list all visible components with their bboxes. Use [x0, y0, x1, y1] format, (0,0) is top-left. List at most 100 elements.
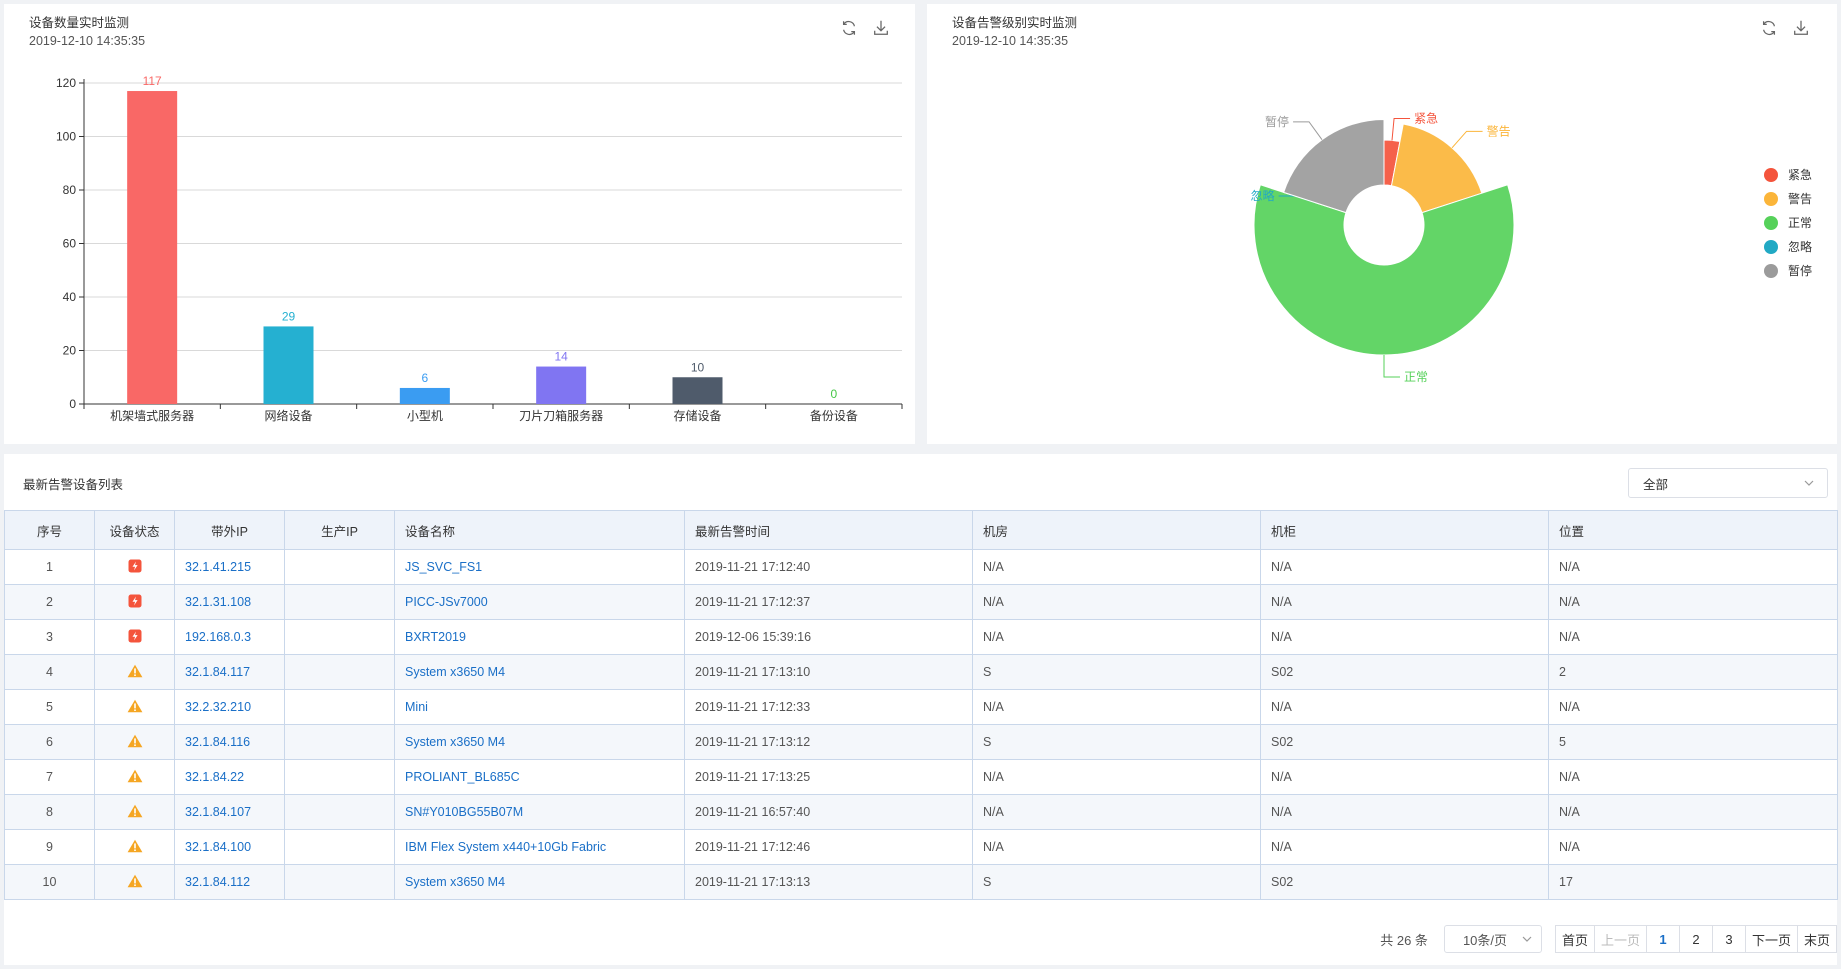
device-name-link[interactable]: System x3650 M4 — [405, 875, 506, 889]
oob-ip-link[interactable]: 32.1.84.22 — [185, 770, 245, 784]
table-row[interactable]: 1 32.1.41.215 JS_SVC_FS1 2019-11-21 17:12:4… — [4, 549, 1838, 585]
next-page-button[interactable]: 下一页 — [1744, 925, 1798, 953]
device-name-link[interactable]: JS_SVC_FS1 — [405, 560, 483, 574]
refresh-icon[interactable] — [1759, 18, 1779, 38]
oob-ip-link[interactable]: 32.1.84.116 — [185, 735, 251, 749]
page-button-2[interactable]: 2 — [1678, 925, 1713, 953]
pie-slice[interactable] — [1390, 123, 1483, 214]
cell-status — [94, 794, 175, 830]
column-header-prod-ip[interactable]: 生产IP — [284, 510, 395, 550]
legend-item[interactable]: 正常 — [1764, 216, 1812, 230]
legend-item[interactable]: 忽略 — [1764, 239, 1812, 254]
bar[interactable] — [672, 377, 723, 404]
cell-cabinet: N/A — [1260, 549, 1549, 585]
cell-no: 2 — [4, 584, 95, 620]
column-header-position[interactable]: 位置 — [1548, 510, 1838, 550]
table-header-row: 序号 设备状态 带外IP 生产IP 设备名称 最新告警时间 机房 机柜 位置 — [4, 510, 1838, 550]
cell-no: 9 — [4, 829, 95, 865]
device-name-link[interactable]: System x3650 M4 — [405, 735, 506, 749]
column-header-oob-ip[interactable]: 带外IP — [174, 510, 285, 550]
oob-ip-link[interactable]: 32.1.84.100 — [185, 840, 252, 854]
oob-ip-link[interactable]: 192.168.0.3 — [185, 630, 252, 644]
table-row[interactable]: 10 32.1.84.112 System x3650 M4 2019-11-21 1… — [4, 864, 1838, 900]
cell-no: 1 — [4, 549, 95, 585]
oob-ip-link[interactable]: 32.1.84.117 — [185, 665, 251, 679]
cell-prod-ip — [284, 689, 395, 725]
cell-no: 3 — [4, 619, 95, 655]
download-icon[interactable] — [1791, 18, 1811, 38]
lightning-badge-icon — [128, 629, 142, 643]
cell-prod-ip — [284, 794, 395, 830]
alarm-device-table: 序号 设备状态 带外IP 生产IP 设备名称 最新告警时间 机房 机柜 位置 1… — [4, 510, 1838, 900]
bar[interactable] — [536, 366, 587, 404]
oob-ip-link[interactable]: 32.2.32.210 — [185, 700, 252, 714]
cell-no: 7 — [4, 759, 95, 795]
table-row[interactable]: 9 32.1.84.100 IBM Flex System x440+10Gb Fa… — [4, 829, 1838, 865]
table-row[interactable]: 4 32.1.84.117 System x3650 M4 2019-11-21 17… — [4, 654, 1838, 690]
legend-item[interactable]: 紧急 — [1764, 167, 1812, 182]
oob-ip-link[interactable]: 32.1.84.107 — [185, 805, 252, 819]
table-row[interactable]: 5 32.2.32.210 Mini 2019-11-21 17:12:33 N/A N/… — [4, 689, 1838, 725]
page-button-1[interactable]: 1 — [1645, 925, 1680, 953]
status-filter-select[interactable]: 全部 — [1628, 468, 1828, 498]
cell-no: 4 — [4, 654, 95, 690]
cell-no: 5 — [4, 689, 95, 725]
alarm-level-panel: 设备告警级别实时监测 2019-12-10 14:35:35 紧急 警告 正常 忽略暂… — [927, 4, 1837, 444]
bar[interactable] — [263, 326, 314, 404]
device-name-link[interactable]: System x3650 M4 — [405, 665, 506, 679]
cell-room: N/A — [972, 759, 1261, 795]
cell-position: N/A — [1548, 794, 1838, 830]
table-row[interactable]: 8 32.1.84.107 SN#Y010BG55B07M 2019-11-21 16… — [4, 794, 1838, 830]
table-row[interactable]: 6 32.1.84.116 System x3650 M4 2019-11-21 17… — [4, 724, 1838, 760]
table-row[interactable]: 3 192.168.0.3 BXRT2019 2019-12-06 15:39:16 N… — [4, 619, 1838, 655]
device-name-link[interactable]: SN#Y010BG55B07M — [405, 805, 524, 819]
pie-slice-label: 正常 — [1404, 370, 1428, 384]
cell-prod-ip — [284, 759, 395, 795]
cell-prod-ip — [284, 864, 395, 900]
bar-value-label: 117 — [143, 74, 162, 88]
refresh-icon[interactable] — [839, 18, 859, 38]
column-header-no[interactable]: 序号 — [4, 510, 95, 550]
pie-slice[interactable] — [1283, 119, 1385, 214]
prev-page-button[interactable]: 上一页 — [1593, 925, 1647, 953]
device-name-link[interactable]: Mini — [405, 700, 428, 714]
x-tick-label: 备份设备 — [810, 409, 858, 423]
cell-no: 10 — [4, 864, 95, 900]
cell-room: N/A — [972, 584, 1261, 620]
column-header-room[interactable]: 机房 — [972, 510, 1261, 550]
cell-alarm-time: 2019-11-21 17:13:12 — [684, 724, 973, 760]
oob-ip-link[interactable]: 32.1.41.215 — [185, 560, 252, 574]
bar[interactable] — [399, 387, 450, 404]
download-icon[interactable] — [871, 18, 891, 38]
legend-marker — [1764, 240, 1778, 254]
cell-cabinet: N/A — [1260, 759, 1549, 795]
last-page-button[interactable]: 末页 — [1796, 925, 1837, 953]
column-header-device-name[interactable]: 设备名称 — [394, 510, 685, 550]
first-page-button[interactable]: 首页 — [1554, 925, 1595, 953]
pie-slice[interactable] — [1253, 184, 1515, 356]
device-name-link[interactable]: PICC-JSv7000 — [405, 595, 488, 609]
column-header-cabinet[interactable]: 机柜 — [1260, 510, 1549, 550]
cell-cabinet: S02 — [1260, 654, 1549, 690]
table-row[interactable]: 7 32.1.84.22 PROLIANT_BL685C 2019-11-21 17:… — [4, 759, 1838, 795]
legend-item[interactable]: 暂停 — [1764, 263, 1812, 278]
warning-triangle-icon — [127, 804, 143, 818]
column-header-alarm-time[interactable]: 最新告警时间 — [684, 510, 973, 550]
device-name-link[interactable]: PROLIANT_BL685C — [405, 770, 520, 784]
cell-alarm-time: 2019-11-21 17:13:25 — [684, 759, 973, 795]
table-row[interactable]: 2 32.1.31.108 PICC-JSv7000 2019-11-21 17:12… — [4, 584, 1838, 620]
bar[interactable] — [127, 91, 178, 405]
page-size-select[interactable]: 10条/页 — [1443, 925, 1542, 953]
bar-value-label: 6 — [421, 371, 428, 385]
device-name-link[interactable]: IBM Flex System x440+10Gb Fabric — [405, 840, 607, 854]
device-name-link[interactable]: BXRT2019 — [405, 630, 466, 644]
page-button-3[interactable]: 3 — [1711, 925, 1746, 953]
oob-ip-link[interactable]: 32.1.31.108 — [185, 595, 252, 609]
oob-ip-link[interactable]: 32.1.84.112 — [185, 875, 251, 889]
y-tick-label: 100 — [56, 130, 76, 144]
column-header-status[interactable]: 设备状态 — [94, 510, 175, 550]
legend-item[interactable]: 警告 — [1764, 191, 1812, 206]
warning-triangle-icon — [127, 839, 143, 853]
y-tick-label: 0 — [69, 397, 76, 411]
